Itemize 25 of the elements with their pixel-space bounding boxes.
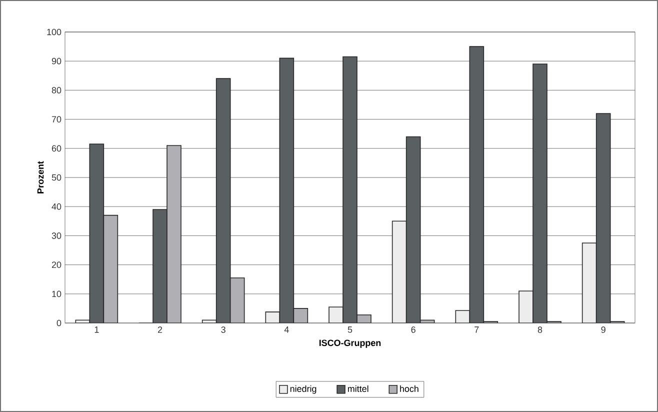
y-tick-label: 50 xyxy=(52,174,62,181)
y-tick-label: 30 xyxy=(52,232,62,239)
x-tick-label: 2 xyxy=(158,326,162,333)
x-axis-title: ISCO-Gruppen xyxy=(319,340,381,348)
x-tick-label: 3 xyxy=(221,326,226,333)
y-axis-title: Prozent xyxy=(37,161,44,194)
y-tick-label: 90 xyxy=(52,58,62,64)
x-tick-label: 8 xyxy=(538,326,542,333)
y-tick-label: 80 xyxy=(52,87,62,94)
x-tick-label: 6 xyxy=(411,326,416,333)
y-tick-label: 100 xyxy=(47,28,62,36)
x-tick-label: 4 xyxy=(284,326,289,333)
legend-label: hoch xyxy=(400,385,418,392)
legend-label: niedrig xyxy=(290,385,316,394)
y-tick-label: 0 xyxy=(56,320,62,326)
legend-label: mittel xyxy=(348,385,368,392)
y-tick-label: 10 xyxy=(52,290,62,298)
x-tick-label: 5 xyxy=(348,326,352,333)
x-tick-label: 7 xyxy=(474,326,479,333)
y-tick-label: 40 xyxy=(52,203,62,210)
x-tick-label: 9 xyxy=(601,326,606,333)
x-tick-label: 1 xyxy=(94,326,99,333)
y-tick-label: 70 xyxy=(52,116,62,122)
y-tick-label: 20 xyxy=(52,262,62,268)
y-tick-label: 60 xyxy=(52,145,62,152)
